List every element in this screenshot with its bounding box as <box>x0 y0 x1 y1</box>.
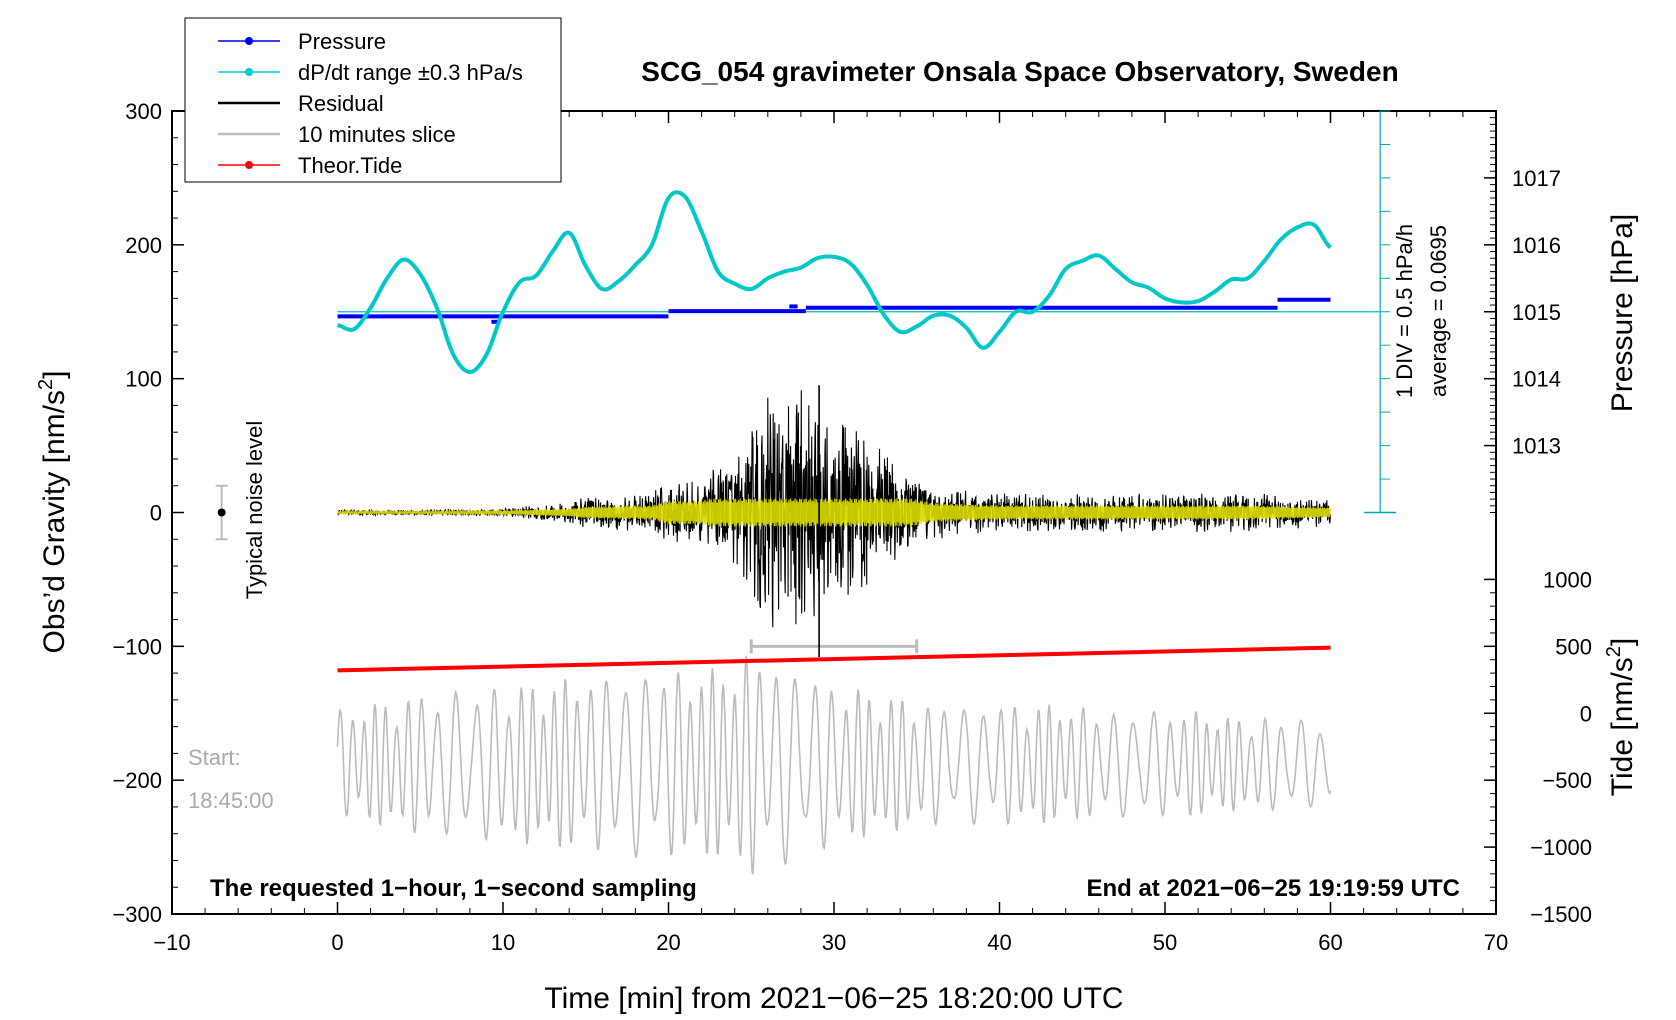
chart-title: SCG_054 gravimeter Onsala Space Observat… <box>641 56 1398 87</box>
x-tick-label: 50 <box>1153 930 1177 955</box>
dpdt-series <box>337 190 1332 374</box>
slice-series <box>336 639 1332 875</box>
legend: Pressure dP/dt range ±0.3 hPa/s Residual 10… <box>184 17 562 183</box>
residual-line <box>337 390 1332 628</box>
legend-label: Theor.Tide <box>298 153 402 178</box>
pressure-series <box>337 297 1381 324</box>
noise-dot <box>217 508 226 517</box>
x-tick-label: 70 <box>1484 930 1508 955</box>
y-tick-label: −300 <box>112 902 162 927</box>
dpdt-line <box>337 190 1332 374</box>
x-axis-label: Time [min] from 2021−06−25 18:20:00 UTC <box>544 982 1123 1015</box>
noise-level-label: Typical noise level <box>242 421 267 600</box>
legend-marker <box>245 37 253 45</box>
legend-label: dP/dt range ±0.3 hPa/s <box>298 60 523 85</box>
tide-tick-label: 1000 <box>1543 567 1592 592</box>
tide-tick-label: −1500 <box>1530 902 1592 927</box>
y-tick-label: 200 <box>125 233 162 258</box>
tide-tick-label: 500 <box>1555 634 1592 659</box>
pressure-tick-label: 1016 <box>1512 233 1561 258</box>
x-tick-label: 0 <box>331 930 343 955</box>
tide-tick-label: 0 <box>1580 701 1592 726</box>
y-axis-left-label: Obs’d Gravity [nm/s2] <box>35 371 71 654</box>
start-label: Start: <box>188 745 241 770</box>
legend-marker <box>245 68 253 76</box>
bottom-right-note: End at 2021−06−25 19:19:59 UTC <box>1086 875 1460 902</box>
tide-tick-label: −500 <box>1542 768 1592 793</box>
legend-label: Residual <box>298 91 384 116</box>
slice-line <box>336 656 1332 875</box>
legend-label: 10 minutes slice <box>298 122 456 147</box>
y-axis-pressure: 1013 1014 1015 1016 1017 <box>1484 117 1561 513</box>
y-tick-label: 0 <box>150 501 162 526</box>
y-tick-label: −100 <box>112 634 162 659</box>
y-axis-left: −300 −200 −100 0 100 200 300 <box>112 99 184 927</box>
x-tick-label: 30 <box>822 930 846 955</box>
x-tick-label: −10 <box>153 930 190 955</box>
bottom-left-note: The requested 1−hour, 1−second sampling <box>210 875 697 902</box>
y-tick-label: 100 <box>125 367 162 392</box>
y-tick-label: 300 <box>125 99 162 124</box>
start-time: 18:45:00 <box>188 788 274 813</box>
y-axis-tide: −1500 −1000 −500 0 500 1000 <box>1484 567 1592 927</box>
legend-box <box>184 17 562 183</box>
average-label: average = 0.0695 <box>1426 225 1451 397</box>
y-axis-tide-label: Tide [nm/s2] <box>1603 638 1639 796</box>
pressure-tick-label: 1013 <box>1512 434 1561 459</box>
pressure-tick-label: 1015 <box>1512 300 1561 325</box>
div-label: 1 DIV = 0.5 hPa/h <box>1392 224 1417 398</box>
x-tick-label: 10 <box>491 930 515 955</box>
tide-series <box>337 645 1331 673</box>
tide-line <box>337 645 1331 673</box>
pressure-tick-label: 1014 <box>1512 367 1561 392</box>
legend-label: Pressure <box>298 29 386 54</box>
y-axis-pressure-label: Pressure [hPa] <box>1606 214 1639 412</box>
tide-tick-label: −1000 <box>1530 835 1592 860</box>
x-tick-label: 20 <box>656 930 680 955</box>
x-tick-label: 40 <box>987 930 1011 955</box>
legend-marker <box>245 161 253 169</box>
y-tick-label: −200 <box>112 768 162 793</box>
pressure-tick-label: 1017 <box>1512 166 1561 191</box>
x-axis: −10 0 10 20 30 40 50 60 70 <box>153 111 1508 955</box>
residual-series <box>336 385 1332 658</box>
x-tick-label: 60 <box>1318 930 1342 955</box>
residual-overlay-line <box>336 498 1332 527</box>
annotations-marks <box>215 484 228 541</box>
